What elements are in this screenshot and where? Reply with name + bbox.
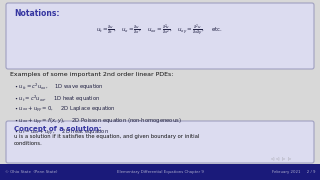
Text: • $u_{xx} + u_{yy} = 0,\quad$ 2D Laplace equation: • $u_{xx} + u_{yy} = 0,\quad$ 2D Laplace… (14, 105, 116, 115)
Text: • $u_{tt} = c^2 u_{xx},\quad$ 1D wave equation: • $u_{tt} = c^2 u_{xx},\quad$ 1D wave eq… (14, 82, 104, 92)
Text: Notations:: Notations: (14, 9, 60, 18)
Text: Concept of a solution:: Concept of a solution: (14, 126, 101, 132)
Text: Examples of some important 2nd order linear PDEs:: Examples of some important 2nd order lin… (10, 72, 173, 77)
FancyBboxPatch shape (6, 121, 314, 163)
Text: • $u_{xx} + u_{yy} = f(x,y),\quad$ 2D Poisson equation (non-homogeneous): • $u_{xx} + u_{yy} = f(x,y),\quad$ 2D Po… (14, 116, 182, 127)
FancyBboxPatch shape (6, 3, 314, 69)
Text: © Ohio State  (Penn State): © Ohio State (Penn State) (5, 170, 58, 174)
Text: $\triangleleft\ \triangleleft\ \triangleright\ \triangleright$: $\triangleleft\ \triangleleft\ \triangle… (270, 155, 293, 162)
Text: • $u_t = u_{xx} + u_{yy},\quad$ 2D heat equation: • $u_t = u_{xx} + u_{yy},\quad$ 2D heat … (14, 128, 109, 138)
Bar (0, 164, 320, 180)
Text: $u_t = \frac{\partial u}{\partial t},\quad u_x = \frac{\partial u}{\partial x},\: $u_t = \frac{\partial u}{\partial t},\qu… (96, 22, 224, 38)
Text: February 2021     2 / 9: February 2021 2 / 9 (271, 170, 315, 174)
Text: Elementary Differential Equations Chapter 9: Elementary Differential Equations Chapte… (116, 170, 204, 174)
Text: • $u_t = c^2 u_{xx},\quad$ 1D heat equation: • $u_t = c^2 u_{xx},\quad$ 1D heat equat… (14, 93, 100, 104)
Text: u is a solution if it satisfies the equation, and given boundary or initial
cond: u is a solution if it satisfies the equa… (14, 134, 199, 146)
